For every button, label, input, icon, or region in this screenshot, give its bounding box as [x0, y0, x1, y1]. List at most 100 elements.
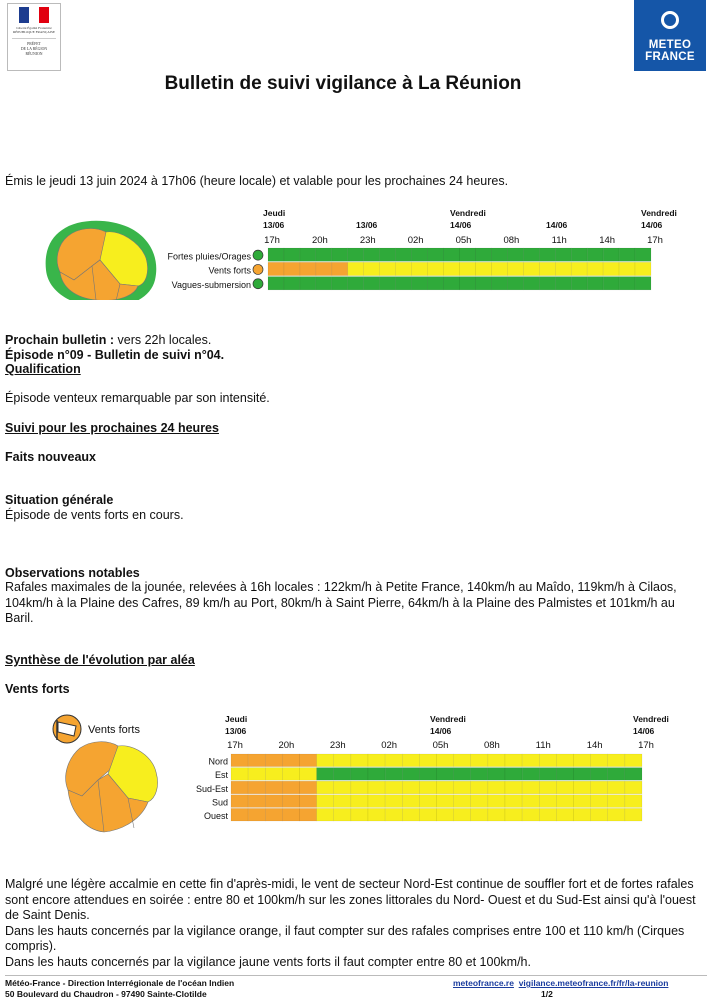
vigilance-cell — [402, 794, 420, 808]
reunion-map — [45, 220, 157, 300]
hour-tick: 17h — [638, 740, 654, 751]
vigilance-cell — [367, 753, 386, 767]
vigilance-cell — [333, 753, 352, 767]
vigilance-cell — [267, 262, 285, 276]
vigilance-cell — [624, 780, 643, 795]
vigilance-cell — [315, 276, 333, 291]
row-label: Fortes pluies/Orages — [167, 251, 251, 261]
vigilance-cell — [247, 794, 266, 808]
vigilance-cell — [487, 808, 506, 822]
vents-map-inner-line — [97, 779, 135, 833]
vigilance-cell — [470, 753, 489, 767]
vigilance-cell — [573, 780, 591, 795]
date-label: 14/06 — [633, 726, 655, 736]
vigilance-cell — [333, 767, 352, 781]
hour-tick: 14h — [587, 740, 603, 751]
vents-paragraph-1: Malgré une légère accalmie en cette fin … — [5, 877, 696, 922]
vigilance-cell — [436, 753, 454, 767]
vents-paragraph-3: Dans les hauts concernés par la vigilanc… — [5, 954, 531, 969]
vigilance-cell — [347, 262, 364, 276]
row-hazard-icon — [252, 278, 264, 290]
vigilance-cell — [247, 808, 266, 822]
vigilance-cell — [521, 753, 540, 767]
vigilance-cell — [539, 262, 556, 276]
vigilance-cell — [419, 753, 437, 767]
vigilance-cell — [523, 262, 540, 276]
vigilance-cell — [283, 262, 301, 276]
situation-heading: Situation générale — [5, 493, 114, 507]
vigilance-cell — [331, 247, 349, 262]
vigilance-cell — [395, 262, 412, 276]
meteo-france-logo[interactable]: METEO FRANCE — [634, 0, 706, 71]
vents-chart-title: Vents forts — [88, 724, 140, 736]
prochain-bulletin: Prochain bulletin : vers 22h locales. — [5, 333, 703, 349]
vigilance-cell — [504, 780, 523, 795]
vigilance-cell — [299, 753, 317, 767]
prefecture-name: PRÉFET DE LA RÉGION RÉUNION — [20, 42, 48, 56]
vigilance-cell — [556, 780, 574, 795]
footer-line-1: Météo-France - Direction Interrégionale … — [5, 978, 235, 988]
day-label: Vendredi — [633, 714, 669, 724]
vigilance-cell — [265, 780, 283, 795]
faits-nouveaux-heading: Faits nouveaux — [5, 450, 96, 464]
vigilance-cell — [556, 753, 574, 767]
vigilance-cell — [539, 767, 557, 781]
vigilance-cell — [299, 794, 317, 808]
prochain-value: vers 22h locales. — [114, 333, 212, 347]
vigilance-cell — [607, 780, 626, 795]
date-label: 13/06 — [225, 726, 247, 736]
vigilance-cell — [283, 247, 301, 262]
vigilance-cell — [230, 780, 249, 795]
vigilance-cell — [573, 767, 591, 781]
vigilance-cell — [267, 247, 285, 262]
date-label: 13/06 — [356, 220, 378, 230]
vigilance-cell — [555, 262, 572, 276]
hour-tick: 02h — [381, 740, 397, 751]
vigilance-cell — [299, 262, 317, 276]
row-label: Vents forts — [208, 266, 251, 276]
row-label: Sud-Est — [196, 784, 229, 794]
vigilance-cell — [331, 262, 349, 276]
vigilance-cell — [555, 247, 572, 262]
map-inner-line — [91, 265, 121, 300]
vigilance-cell — [607, 753, 626, 767]
footer-link-vigilance[interactable]: vigilance.meteofrance.fr/fr/la-reunion — [518, 978, 669, 988]
vigilance-cell — [607, 767, 626, 781]
hour-tick: 17h — [647, 235, 663, 246]
vigilance-cell — [230, 794, 249, 808]
vigilance-cell — [470, 808, 489, 822]
vigilance-cell — [247, 780, 266, 795]
vigilance-cell — [453, 753, 471, 767]
row-label: Sud — [212, 797, 228, 807]
hour-tick: 05h — [433, 740, 449, 751]
day-label: Vendredi — [430, 714, 466, 724]
vigilance-cell — [367, 780, 386, 795]
vigilance-cell — [315, 247, 333, 262]
vents-forts-chart: Vents forts Nord Est Sud-Est Sud Ouest 17h 20… — [0, 706, 712, 840]
vigilance-cell — [384, 767, 403, 781]
vigilance-cell — [453, 808, 471, 822]
vigilance-cell — [539, 753, 557, 767]
vigilance-cell — [504, 794, 523, 808]
qualification-text: Épisode venteux remarquable par son inte… — [5, 391, 270, 405]
vigilance-cell — [436, 808, 454, 822]
vigilance-cell — [443, 247, 460, 262]
hour-tick: 17h — [227, 740, 243, 751]
summary-chart-svg: Fortes pluies/Orages Vents forts Vagues-su… — [45, 208, 677, 300]
vigilance-cell — [350, 794, 369, 808]
footer-link-meteofrance[interactable]: meteofrance.re — [453, 978, 514, 988]
vigilance-cell — [539, 276, 556, 291]
vigilance-cell — [590, 794, 608, 808]
suivi-heading: Suivi pour les prochaines 24 heures — [5, 421, 219, 435]
situation-text: Épisode de vents forts en cours. — [5, 508, 184, 522]
vigilance-cell — [333, 794, 352, 808]
vigilance-cell — [634, 276, 652, 291]
vigilance-cell — [363, 262, 380, 276]
vigilance-cell — [507, 262, 524, 276]
vigilance-cell — [230, 808, 249, 822]
vigilance-cell — [521, 780, 540, 795]
footer-line-2: 50 Boulevard du Chaudron - 97490 Sainte-… — [5, 989, 207, 999]
vigilance-cell — [487, 780, 506, 795]
vigilance-cell — [590, 767, 608, 781]
vigilance-cell — [411, 262, 428, 276]
